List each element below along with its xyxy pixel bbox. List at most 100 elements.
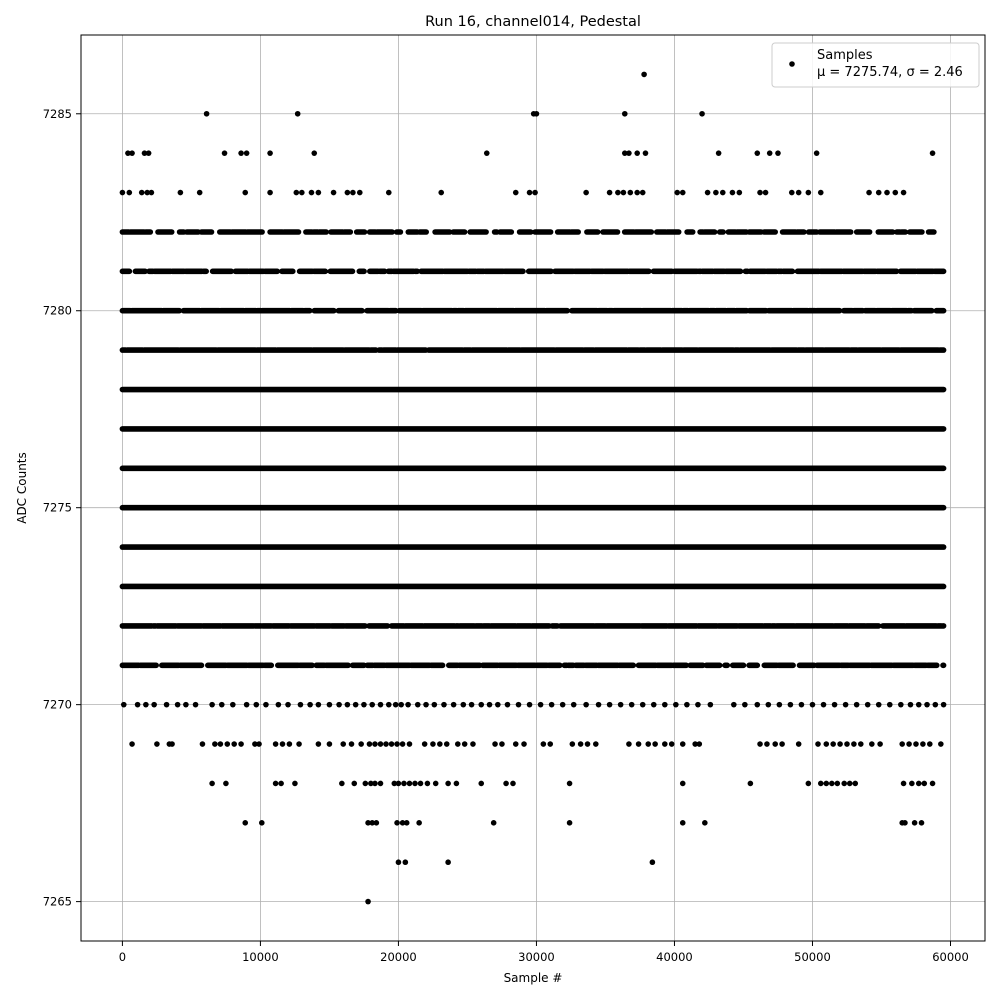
x-axis-ticks: 0 10000 20000 30000 40000 50000 60000 <box>119 941 969 964</box>
data-point <box>242 820 249 826</box>
plot-area-background <box>81 35 985 941</box>
data-point <box>510 780 516 787</box>
data-point <box>377 701 384 708</box>
data-point <box>583 701 589 708</box>
data-point <box>521 741 527 747</box>
data-point <box>684 701 690 708</box>
legend-label-samples: Samples <box>817 48 873 63</box>
data-point <box>864 701 871 708</box>
data-point <box>788 189 795 196</box>
data-point <box>392 701 399 708</box>
data-point <box>417 780 424 787</box>
data-point <box>294 110 301 117</box>
data-point <box>635 741 642 747</box>
data-point <box>548 701 555 708</box>
data-point <box>798 701 805 708</box>
data-point <box>805 189 812 196</box>
data-point <box>875 701 882 708</box>
data-point <box>834 780 841 787</box>
data-point <box>174 701 181 708</box>
data-point <box>754 150 761 156</box>
data-point <box>267 150 273 156</box>
data-point <box>169 741 175 747</box>
data-point <box>478 701 485 708</box>
data-point <box>292 780 298 787</box>
data-point <box>526 701 533 708</box>
legend-box <box>771 42 980 88</box>
data-point <box>192 701 199 708</box>
data-point <box>119 189 126 196</box>
data-point <box>621 110 628 117</box>
data-point <box>430 741 436 747</box>
data-point <box>938 741 944 747</box>
data-point <box>699 110 705 117</box>
data-point <box>526 189 533 196</box>
data-point <box>441 701 447 708</box>
data-point <box>704 189 711 196</box>
data-point <box>795 741 802 747</box>
data-point <box>141 150 148 156</box>
data-point <box>406 780 413 787</box>
data-point <box>143 701 149 708</box>
data-point <box>243 701 250 708</box>
data-point <box>765 701 772 708</box>
data-point <box>540 741 547 747</box>
data-point <box>278 780 284 787</box>
data-point <box>695 701 701 708</box>
data-point <box>297 701 304 708</box>
data-point <box>293 189 300 196</box>
data-point <box>368 780 374 787</box>
data-point <box>416 820 422 826</box>
data-point <box>372 741 378 747</box>
data-point <box>875 189 882 196</box>
data-point <box>844 741 850 747</box>
y-tick-label: 7280 <box>43 304 72 318</box>
data-point <box>243 150 250 156</box>
y-tick-label: 7275 <box>43 501 72 515</box>
data-point <box>461 741 468 747</box>
data-point <box>851 741 857 747</box>
data-point <box>898 701 904 708</box>
data-point <box>504 701 511 708</box>
data-point <box>362 780 369 787</box>
data-point <box>932 701 939 708</box>
data-point <box>144 189 151 196</box>
data-point <box>398 701 404 708</box>
data-point <box>679 820 686 826</box>
data-point <box>352 701 359 708</box>
data-point <box>662 701 668 708</box>
data-point <box>499 741 505 747</box>
data-point <box>385 189 392 196</box>
data-point <box>815 741 821 747</box>
data-point <box>566 780 573 787</box>
data-point <box>340 741 347 747</box>
data-point <box>432 780 439 787</box>
data-point <box>344 189 351 196</box>
data-point <box>641 71 647 78</box>
data-point <box>639 701 646 708</box>
data-point <box>577 741 584 747</box>
data-point <box>606 701 613 708</box>
data-point <box>620 189 627 196</box>
data-point <box>492 741 498 747</box>
data-point <box>221 150 228 156</box>
data-point <box>692 741 698 747</box>
data-point <box>406 741 413 747</box>
data-point <box>126 189 133 196</box>
data-point <box>383 741 389 747</box>
data-point <box>846 780 853 787</box>
data-point <box>915 701 922 708</box>
data-point <box>583 189 589 196</box>
data-point <box>372 780 378 787</box>
data-point <box>445 859 451 866</box>
data-point <box>795 189 802 196</box>
data-point <box>203 110 210 117</box>
data-point <box>918 820 925 826</box>
data-point <box>423 701 429 708</box>
data-point <box>224 741 231 747</box>
data-point <box>242 189 249 196</box>
data-point <box>877 741 883 747</box>
data-point <box>478 780 485 787</box>
data-point <box>252 741 258 747</box>
data-point <box>757 189 763 196</box>
